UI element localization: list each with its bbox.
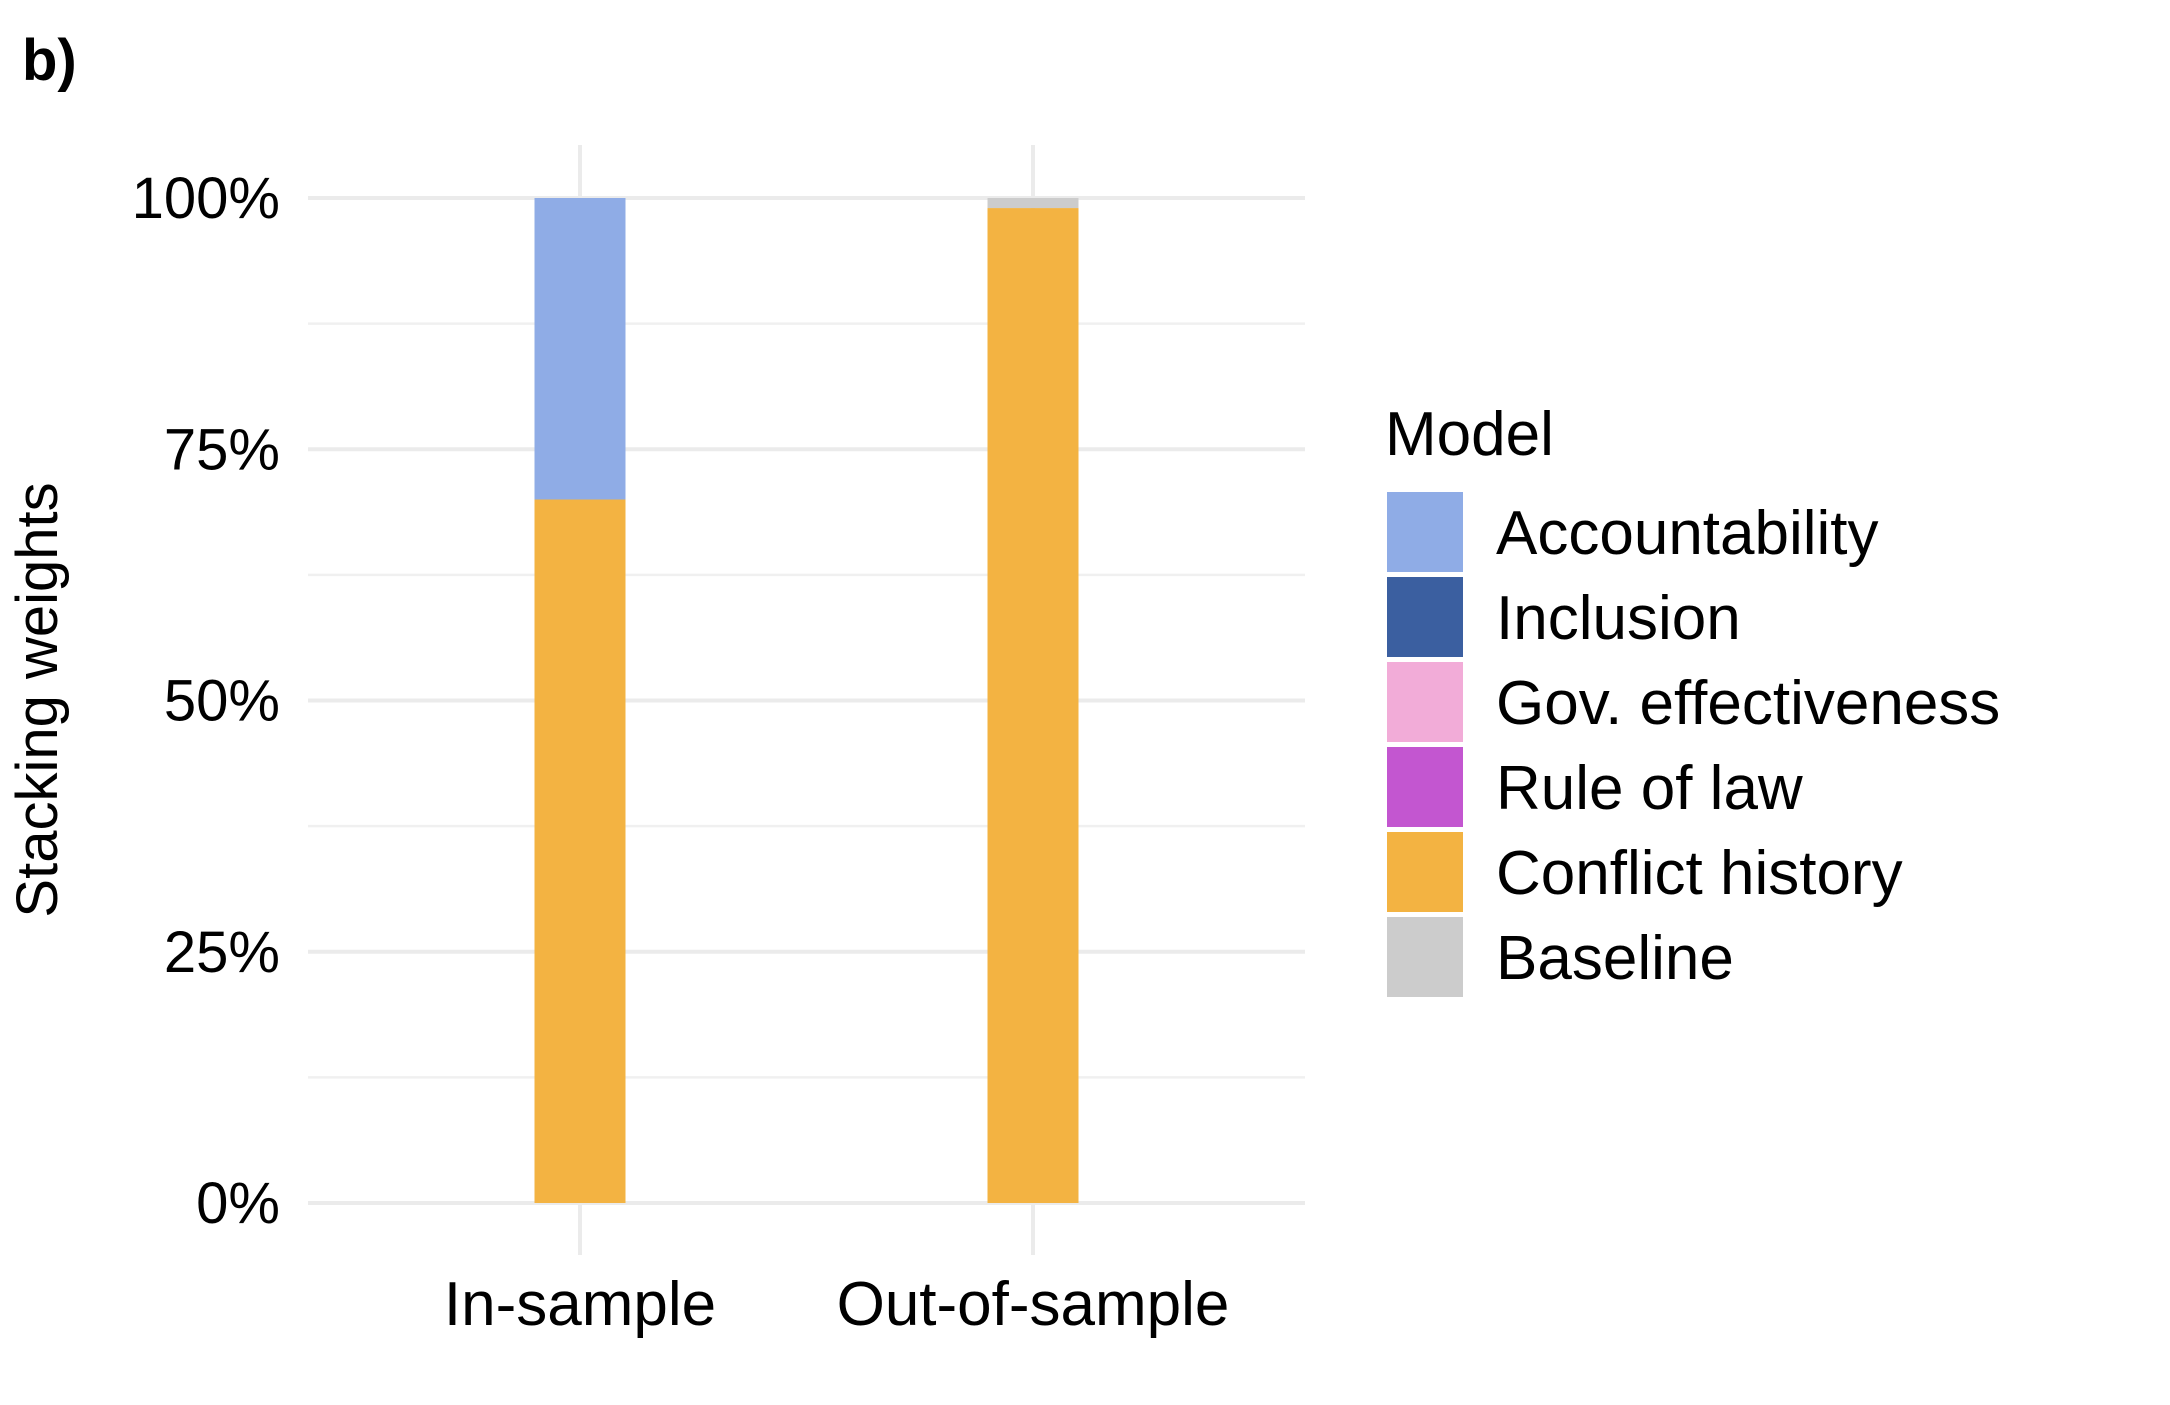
legend-key-gov-effectiveness (1387, 662, 1463, 742)
bar-segment-accountability (534, 198, 626, 500)
legend-label-inclusion: Inclusion (1496, 584, 1741, 653)
legend-label-baseline: Baseline (1496, 924, 1734, 993)
legend-key-inclusion (1387, 577, 1463, 657)
bar-segment-baseline (987, 198, 1079, 209)
bar-segment-conflict-history (534, 499, 626, 1203)
y-tick-label: 100% (132, 166, 280, 231)
legend-label-gov-effectiveness: Gov. effectiveness (1496, 669, 2000, 738)
y-tick-label: 0% (196, 1171, 280, 1236)
legend-key-rule-of-law (1387, 747, 1463, 827)
y-tick-label: 75% (164, 417, 280, 482)
legend: Model Accountability Inclusion Gov. effect… (1385, 400, 2000, 997)
y-tick-labels: 0% 25% 50% 75% 100% (132, 166, 280, 1236)
legend-label-conflict-history: Conflict history (1496, 839, 1903, 908)
y-axis-title: Stacking weights (5, 482, 70, 917)
x-tick-label: In-sample (444, 1270, 716, 1339)
x-tick-label: Out-of-sample (837, 1270, 1230, 1339)
legend-label-accountability: Accountability (1496, 499, 1879, 568)
legend-label-rule-of-law: Rule of law (1496, 754, 1803, 823)
x-tick-labels: In-sample Out-of-sample (444, 1270, 1230, 1339)
panel-label: b) (22, 28, 77, 93)
y-tick-label: 25% (164, 920, 280, 985)
grid-layer (308, 145, 1305, 1255)
legend-key-baseline (1387, 917, 1463, 997)
bars-layer (534, 198, 1079, 1204)
legend-key-accountability (1387, 492, 1463, 572)
legend-title: Model (1385, 400, 1554, 469)
y-tick-label: 50% (164, 669, 280, 734)
bar-segment-conflict-history (987, 208, 1079, 1204)
legend-key-conflict-history (1387, 832, 1463, 912)
